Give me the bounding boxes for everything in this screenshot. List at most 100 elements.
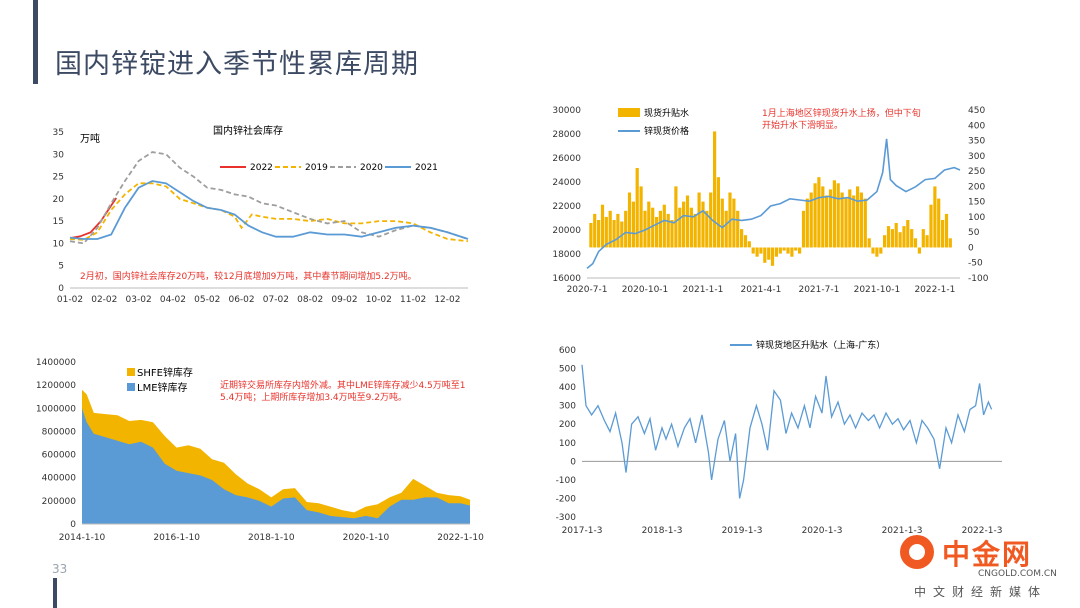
y-left-tick-label: 20000 bbox=[552, 226, 581, 236]
premium-bar bbox=[828, 189, 833, 248]
series-line-2022 bbox=[69, 197, 118, 239]
premium-bar bbox=[794, 247, 798, 251]
x-tick-label: 2021-1-3 bbox=[882, 526, 923, 536]
x-tick-label: 04-02 bbox=[160, 295, 186, 305]
premium-bar bbox=[747, 241, 751, 248]
x-tick-label: 10-02 bbox=[366, 295, 392, 305]
premium-bar bbox=[941, 220, 945, 248]
premium-bar bbox=[655, 216, 659, 248]
premium-bar bbox=[709, 192, 713, 248]
watermark: 中金网 CNGOLD.COM.CN 中文财经新媒体 bbox=[900, 533, 1068, 603]
x-tick-label: 12-02 bbox=[434, 295, 460, 305]
y-tick-label: 15 bbox=[53, 217, 64, 227]
premium-bar bbox=[879, 247, 883, 254]
premium-bar bbox=[886, 226, 891, 248]
premium-bar bbox=[840, 192, 844, 248]
y-right-tick-label: 0 bbox=[968, 243, 974, 253]
premium-bar bbox=[836, 183, 840, 248]
x-tick-label: 2020-1-3 bbox=[802, 526, 843, 536]
premium-bar bbox=[674, 186, 678, 248]
premium-bar bbox=[682, 201, 686, 248]
premium-bar bbox=[658, 210, 662, 248]
x-tick-label: 2021-4-1 bbox=[741, 285, 782, 295]
x-tick-label: 02-02 bbox=[91, 295, 117, 305]
x-tick-label: 2021-7-1 bbox=[798, 285, 839, 295]
premium-bar bbox=[593, 213, 597, 248]
y-right-tick-label: 50 bbox=[968, 228, 980, 238]
x-tick-label: 07-02 bbox=[263, 295, 289, 305]
y-right-tick-label: -50 bbox=[968, 259, 983, 269]
y-right-tick-label: 100 bbox=[968, 213, 985, 223]
premium-bar bbox=[713, 131, 717, 248]
premium-bar bbox=[763, 247, 767, 263]
premium-bar bbox=[743, 235, 748, 248]
premium-bar bbox=[910, 229, 914, 248]
premium-bar bbox=[666, 213, 670, 248]
premium-bar bbox=[589, 223, 593, 248]
premium-bar bbox=[732, 198, 736, 248]
chart-annotation: 2月初，国内锌社会库存20万吨，较12月底增加9万吨，其中春节期间增加5.2万吨… bbox=[80, 270, 417, 282]
legend-label: 锌现货价格 bbox=[644, 125, 689, 137]
premium-bar bbox=[662, 204, 666, 248]
y-tick-label: 400 bbox=[559, 383, 576, 393]
premium-bar bbox=[883, 235, 887, 248]
premium-bar bbox=[844, 198, 848, 248]
x-tick-label: 2020-1-10 bbox=[343, 533, 390, 543]
y-axis-unit-label: 万吨 bbox=[80, 132, 100, 145]
premium-bar bbox=[921, 229, 925, 248]
premium-bar bbox=[635, 168, 639, 248]
x-tick-label: 2022-1-1 bbox=[914, 285, 955, 295]
x-tick-label: 2019-1-3 bbox=[722, 526, 763, 536]
x-tick-label: 01-02 bbox=[57, 295, 83, 305]
x-tick-label: 03-02 bbox=[126, 295, 152, 305]
y-tick-label: 10 bbox=[53, 239, 65, 249]
y-left-tick-label: 24000 bbox=[552, 178, 581, 188]
series-line-2020 bbox=[69, 151, 469, 245]
premium-bar bbox=[871, 247, 875, 254]
premium-bar bbox=[925, 235, 929, 248]
premium-bar bbox=[875, 247, 879, 257]
y-right-tick-label: 450 bbox=[968, 106, 985, 116]
premium-bar bbox=[933, 186, 937, 248]
premium-bar bbox=[724, 210, 728, 248]
x-tick-label: 2017-1-3 bbox=[562, 526, 603, 536]
premium-bar bbox=[821, 186, 825, 248]
x-tick-label: 2020-7-1 bbox=[567, 285, 608, 295]
premium-bar bbox=[863, 198, 867, 248]
premium-bar bbox=[693, 213, 697, 248]
y-tick-label: 1000000 bbox=[36, 404, 76, 414]
y-tick-label: 1400000 bbox=[36, 358, 76, 368]
chart-regional-premium: -300 -200 -100 0 100 200 300 400 500 600 2017-1-3 2… bbox=[540, 335, 1020, 543]
x-tick-label: 11-02 bbox=[400, 295, 426, 305]
y-left-tick-label: 28000 bbox=[552, 130, 581, 140]
x-tick-label: 2022-1-10 bbox=[437, 533, 484, 543]
premium-bar bbox=[790, 247, 794, 257]
premium-bar bbox=[944, 213, 949, 248]
legend-label: 2019 bbox=[305, 163, 328, 173]
premium-bar bbox=[805, 198, 809, 248]
y-left-tick-label: 26000 bbox=[552, 154, 581, 164]
premium-bar bbox=[809, 192, 813, 248]
chart-annotation-line2: 5.4万吨；上期所库存增加3.4万吨至9.2万吨。 bbox=[220, 391, 407, 403]
y-tick-label: 200 bbox=[559, 420, 576, 430]
premium-bar bbox=[948, 238, 952, 248]
y-tick-label: -300 bbox=[556, 513, 577, 523]
premium-bar bbox=[778, 247, 782, 254]
series-line-2019 bbox=[69, 182, 469, 243]
premium-bar bbox=[604, 216, 608, 248]
premium-bar bbox=[782, 247, 786, 251]
slide-title: 国内锌锭进入季节性累库周期 bbox=[55, 49, 419, 80]
page-number: 33 bbox=[52, 562, 68, 576]
premium-bar bbox=[647, 201, 651, 248]
premium-bar bbox=[856, 186, 860, 248]
premium-bar bbox=[848, 189, 852, 248]
premium-bar bbox=[651, 207, 655, 248]
watermark-brand: 中金网 bbox=[942, 538, 1033, 571]
watermark-domain: CNGOLD.COM.CN bbox=[978, 569, 1057, 579]
chart-annotation-line1: 近期锌交易所库存内增外减。其中LME锌库存减少4.5万吨至1 bbox=[220, 379, 466, 391]
watermark-slogan: 中文财经新媒体 bbox=[914, 585, 1048, 599]
legend-label: 2020 bbox=[360, 163, 383, 173]
slide-accent-bar-bottom bbox=[53, 578, 57, 608]
premium-bar bbox=[917, 247, 921, 254]
premium-bar bbox=[902, 226, 906, 248]
